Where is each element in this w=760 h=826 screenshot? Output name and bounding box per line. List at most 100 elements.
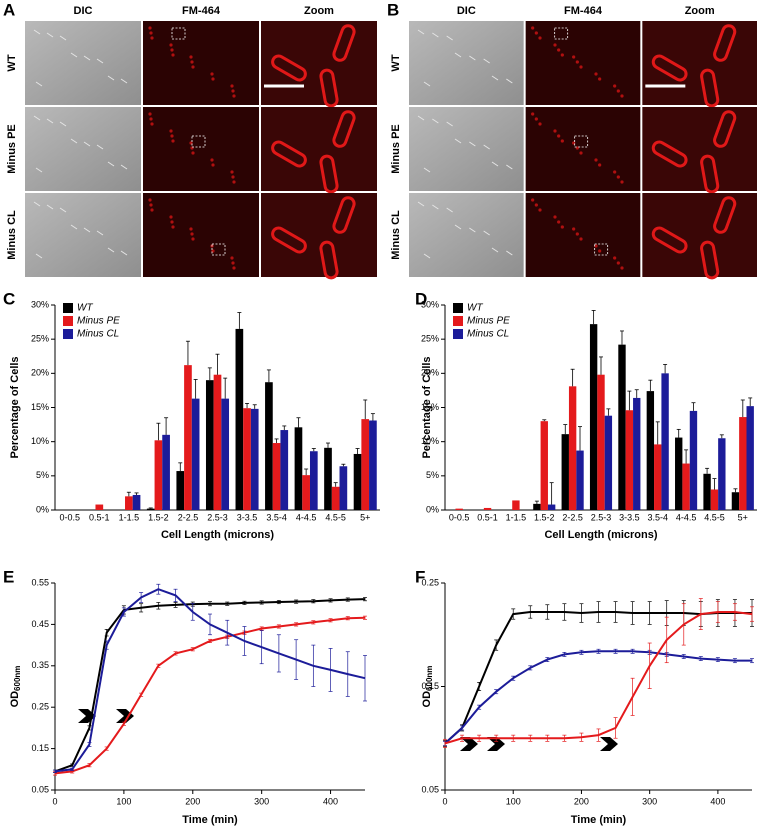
cell-signal xyxy=(594,158,598,162)
x-tick-label: 100 xyxy=(506,796,521,806)
bar xyxy=(125,496,133,510)
row-label: WT xyxy=(390,54,402,71)
cell-outline xyxy=(491,75,499,81)
cell-outline xyxy=(432,32,439,38)
bar xyxy=(589,324,598,510)
bar xyxy=(162,434,170,510)
cell-signal xyxy=(538,36,542,40)
cell-signal xyxy=(150,36,154,40)
x-tick-label: 5+ xyxy=(738,512,748,522)
error-bar xyxy=(719,434,724,439)
cell-outline xyxy=(107,247,115,253)
panel-letter: B xyxy=(387,0,399,19)
cell-signal xyxy=(575,232,579,236)
bar xyxy=(731,492,740,510)
error-bar xyxy=(578,426,583,451)
bar xyxy=(184,365,192,510)
error-bar xyxy=(634,389,639,398)
cell xyxy=(332,24,356,62)
cell-signal xyxy=(210,72,214,76)
cell-outline xyxy=(432,118,439,124)
cell xyxy=(332,110,356,148)
cell-outline xyxy=(469,141,476,147)
cell-outline xyxy=(83,141,91,147)
cell-outline xyxy=(454,138,462,144)
x-axis-title: Cell Length (microns) xyxy=(544,529,657,541)
y-tick-label: 10% xyxy=(31,436,49,446)
cells xyxy=(271,196,356,280)
bar xyxy=(568,386,577,510)
legend-label: Minus PE xyxy=(467,316,510,327)
cell-outline xyxy=(483,144,490,150)
cell-signal xyxy=(557,220,561,224)
cell-signal xyxy=(170,134,174,138)
cell-signal xyxy=(148,198,152,202)
cell-signal xyxy=(189,55,193,59)
cell xyxy=(319,68,339,108)
image-tile xyxy=(642,21,757,105)
arrow xyxy=(600,737,618,751)
bar xyxy=(213,374,222,510)
error-bar xyxy=(443,738,447,748)
cell-signal xyxy=(169,43,173,47)
error-bar xyxy=(237,312,242,329)
cell xyxy=(332,196,356,234)
error-bar xyxy=(185,340,190,366)
bar xyxy=(176,471,185,510)
bar xyxy=(146,508,155,510)
cell-signal xyxy=(211,77,215,81)
cell-outline xyxy=(120,164,128,170)
image-tile xyxy=(525,193,641,277)
cell xyxy=(700,154,720,194)
bar xyxy=(533,503,541,510)
bar xyxy=(618,344,626,510)
image-tile xyxy=(409,107,524,191)
cells xyxy=(651,24,737,108)
error-bar xyxy=(606,408,611,416)
cell-signal xyxy=(613,256,617,260)
bar xyxy=(154,440,163,510)
x-tick-label: 400 xyxy=(710,796,725,806)
bar xyxy=(625,410,634,510)
cells xyxy=(271,110,356,194)
bar xyxy=(331,486,340,510)
image-tile xyxy=(525,21,641,105)
cell-signal xyxy=(169,215,173,219)
cell-outline xyxy=(33,201,41,207)
legend-label: WT xyxy=(77,303,93,314)
cell-outline xyxy=(423,253,431,259)
bar xyxy=(604,415,613,510)
bar xyxy=(739,417,747,510)
bar xyxy=(250,408,259,510)
error-bar xyxy=(178,462,183,472)
cell-signal xyxy=(534,117,538,121)
cell-outline xyxy=(483,58,490,64)
error-bar xyxy=(266,369,271,383)
row-label: Minus CL xyxy=(6,210,18,260)
cell-signal xyxy=(534,31,538,35)
bar xyxy=(294,427,303,510)
bar xyxy=(633,397,641,510)
cell-outline xyxy=(35,167,43,173)
error-bar xyxy=(648,379,653,392)
image-tile xyxy=(143,107,259,191)
cell xyxy=(700,68,720,108)
bar xyxy=(483,507,492,510)
cell-signal xyxy=(190,232,194,236)
legend-label: Minus PE xyxy=(77,316,120,327)
error-bar xyxy=(326,442,330,448)
cell xyxy=(651,140,688,168)
cell xyxy=(319,240,339,280)
panel-letter: F xyxy=(415,567,425,586)
error-bar xyxy=(363,399,368,420)
y-axis-title-sub: 600nm xyxy=(13,666,22,691)
error-bar xyxy=(296,417,301,428)
legend-swatch xyxy=(453,329,463,339)
cell-signal xyxy=(171,225,175,229)
x-axis-title: Cell Length (microns) xyxy=(161,529,274,541)
error-bar xyxy=(591,310,596,325)
bar xyxy=(455,508,463,510)
bar xyxy=(235,328,244,510)
error-bar xyxy=(252,404,257,409)
